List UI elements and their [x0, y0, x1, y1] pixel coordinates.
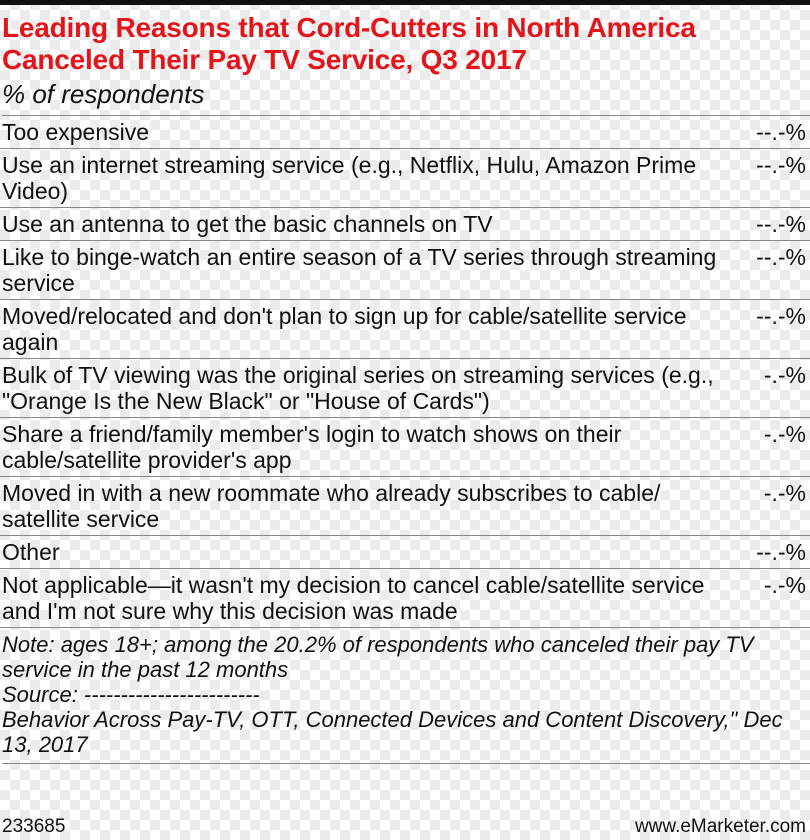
table-row: Bulk of TV viewing was the original seri…: [0, 359, 810, 418]
table-row: Use an antenna to get the basic channels…: [0, 208, 810, 241]
row-label: Other: [2, 539, 60, 565]
row-value: --.-%: [756, 152, 806, 178]
table-row: Too expensive --.-%: [0, 116, 810, 149]
row-label: Share a friend/family member's login to …: [2, 421, 622, 473]
row-value: --.-%: [756, 244, 806, 270]
row-label: Bulk of TV viewing was the original seri…: [2, 362, 714, 414]
row-label: Moved/relocated and don't plan to sign u…: [2, 303, 687, 355]
chart-id: 233685: [2, 816, 66, 837]
row-value: -.-%: [763, 362, 806, 388]
table-row: Moved in with a new roommate who already…: [0, 477, 810, 536]
table-row: Like to binge-watch an entire season of …: [0, 241, 810, 300]
row-value: --.-%: [756, 539, 806, 565]
row-label: Not applicable—it wasn't my decision to …: [2, 572, 705, 624]
table-row: Use an internet streaming service (e.g.,…: [0, 149, 810, 208]
row-value: --.-%: [756, 211, 806, 237]
title: Leading Reasons that Cord-Cutters in Nor…: [2, 12, 696, 75]
table-row: Share a friend/family member's login to …: [0, 418, 810, 477]
footer: 233685 www.eMarketer.com: [0, 814, 810, 840]
row-label: Like to binge-watch an entire season of …: [2, 244, 717, 296]
table-row: Moved/relocated and don't plan to sign u…: [0, 300, 810, 359]
row-label: Use an antenna to get the basic channels…: [2, 211, 493, 237]
subtitle: % of respondents: [2, 79, 810, 116]
notes: Note: ages 18+; among the 20.2% of respo…: [2, 632, 810, 764]
row-label: Too expensive: [2, 119, 150, 145]
note-line: Behavior Across Pay-TV, OTT, Connected D…: [2, 707, 783, 757]
table-row: Other --.-%: [0, 536, 810, 569]
note-line: Note: ages 18+; among the 20.2% of respo…: [2, 632, 754, 682]
row-value: -.-%: [763, 480, 806, 506]
top-bar: [0, 0, 810, 5]
row-value: --.-%: [756, 303, 806, 329]
row-value: -.-%: [763, 421, 806, 447]
row-value: -.-%: [763, 572, 806, 598]
site: www.eMarketer.com: [634, 816, 806, 837]
row-label: Use an internet streaming service (e.g.,…: [2, 152, 697, 204]
note-line: Source: ------------------------: [2, 682, 260, 707]
row-label: Moved in with a new roommate who already…: [2, 480, 661, 532]
table: Too expensive --.-% Use an internet stream…: [0, 116, 810, 628]
table-row: Not applicable—it wasn't my decision to …: [0, 569, 810, 628]
row-value: --.-%: [756, 119, 806, 145]
